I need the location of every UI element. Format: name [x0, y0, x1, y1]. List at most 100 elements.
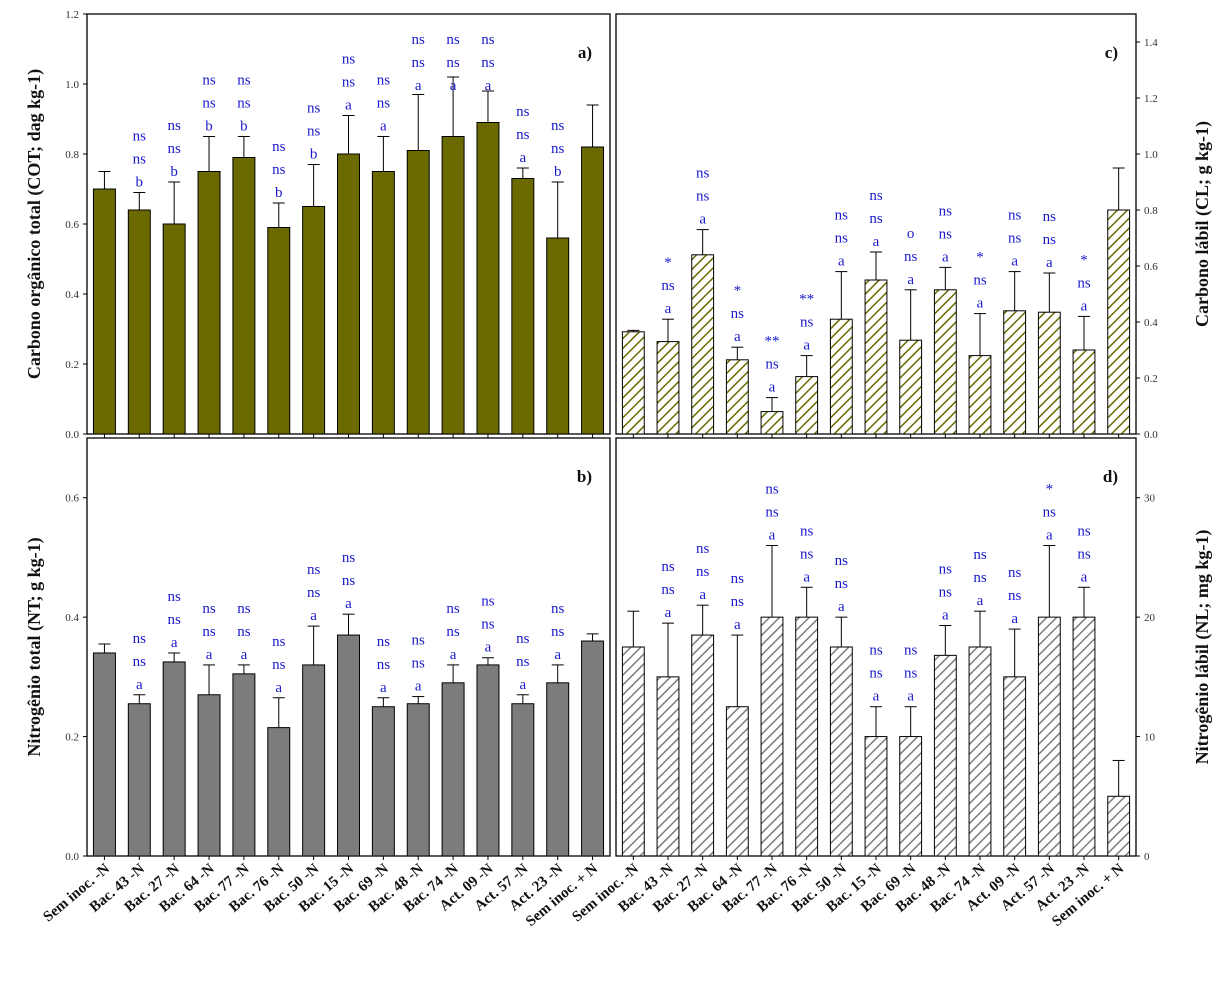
- bar: [621, 646, 645, 857]
- significance-label: a: [136, 677, 143, 693]
- bar: [546, 237, 570, 435]
- y-tick-label: 0.8: [65, 149, 79, 161]
- significance-label: a: [665, 301, 672, 317]
- significance-label: ns: [133, 631, 147, 647]
- bar: [546, 682, 570, 857]
- significance-label: ns: [237, 73, 251, 89]
- significance-label: ns: [765, 481, 779, 497]
- significance-label: ns: [516, 631, 530, 647]
- y-tick-label: 0.2: [65, 732, 79, 744]
- y-tick-label: 0.4: [65, 612, 79, 624]
- bar: [1107, 209, 1131, 435]
- significance-label: ns: [696, 564, 710, 580]
- significance-label: ns: [731, 306, 745, 322]
- significance-label: ns: [904, 249, 918, 265]
- significance-label: ns: [1008, 588, 1022, 604]
- y-tick-label: 1.2: [1144, 93, 1158, 105]
- significance-label: ns: [869, 666, 883, 682]
- bar: [511, 178, 535, 435]
- significance-label: b: [240, 119, 248, 135]
- significance-label: ns: [481, 617, 495, 633]
- significance-label: *: [734, 283, 742, 299]
- bar: [795, 616, 819, 857]
- significance-label: *: [664, 255, 672, 271]
- significance-label: a: [699, 212, 706, 228]
- significance-label: a: [769, 380, 776, 396]
- significance-label: ns: [272, 162, 286, 178]
- bar: [476, 664, 500, 857]
- significance-label: ns: [167, 589, 181, 605]
- significance-label: a: [977, 593, 984, 609]
- significance-label: ns: [377, 73, 391, 89]
- bar: [441, 136, 465, 435]
- bar: [1107, 795, 1131, 857]
- significance-label: **: [799, 292, 814, 308]
- bar: [899, 736, 923, 857]
- y-axis-label: Carbono orgânico total (COT; dag kg-1): [24, 69, 45, 379]
- significance-label: a: [1011, 254, 1018, 270]
- y-tick-label: 0.6: [1144, 261, 1158, 273]
- panel-letter: b): [577, 467, 592, 486]
- significance-label: ns: [446, 32, 460, 48]
- significance-label: ns: [939, 585, 953, 601]
- significance-label: ns: [307, 101, 321, 117]
- significance-label: ns: [342, 550, 356, 566]
- significance-label: ns: [696, 541, 710, 557]
- significance-label: a: [803, 569, 810, 585]
- significance-label: ns: [377, 657, 391, 673]
- y-tick-label: 30: [1144, 493, 1156, 505]
- significance-label: ns: [481, 32, 495, 48]
- significance-label: a: [1011, 611, 1018, 627]
- significance-label: a: [485, 78, 492, 94]
- significance-label: ns: [237, 96, 251, 112]
- significance-label: ns: [551, 624, 565, 640]
- bar: [968, 355, 992, 435]
- significance-label: a: [873, 689, 880, 705]
- y-axis-label: Carbono lábil (CL; g kg-1): [1192, 121, 1213, 327]
- significance-label: a: [519, 150, 526, 166]
- significance-label: a: [907, 689, 914, 705]
- significance-label: ns: [412, 656, 426, 672]
- significance-label: ns: [272, 139, 286, 155]
- bar: [656, 341, 680, 435]
- significance-label: ns: [731, 571, 745, 587]
- significance-label: ns: [696, 166, 710, 182]
- significance-label: ns: [412, 55, 426, 71]
- significance-label: ns: [237, 624, 251, 640]
- bar: [127, 209, 151, 435]
- significance-label: ns: [939, 203, 953, 219]
- significance-label: ns: [272, 657, 286, 673]
- bar: [441, 682, 465, 857]
- significance-label: ns: [412, 32, 426, 48]
- significance-label: ns: [800, 523, 814, 539]
- y-axis-label: Nitrogênio lábil (NL; mg kg-1): [1192, 530, 1213, 765]
- significance-label: ns: [661, 278, 675, 294]
- significance-label: a: [450, 647, 457, 663]
- significance-label: a: [1046, 255, 1053, 271]
- significance-label: a: [380, 119, 387, 135]
- significance-label: ns: [551, 118, 565, 134]
- bar: [829, 646, 853, 857]
- bar: [406, 150, 430, 435]
- panel-a: 0.0 0.2 0.4 0.6 0.8 1.0 1.2 Carbono orgânico to…: [24, 9, 611, 441]
- bar: [760, 616, 784, 857]
- significance-label: ns: [869, 211, 883, 227]
- significance-label: a: [734, 617, 741, 633]
- significance-label: ns: [1008, 208, 1022, 224]
- significance-label: b: [310, 147, 318, 163]
- y-tick-label: 0.6: [65, 219, 79, 231]
- significance-label: ns: [1043, 209, 1057, 225]
- significance-label: ns: [202, 624, 216, 640]
- significance-label: a: [380, 680, 387, 696]
- significance-label: a: [942, 608, 949, 624]
- significance-label: ns: [973, 273, 987, 289]
- significance-label: ns: [765, 357, 779, 373]
- bar: [1037, 616, 1061, 857]
- y-tick-label: 1.0: [65, 79, 79, 91]
- significance-label: ns: [133, 654, 147, 670]
- significance-label: ns: [973, 547, 987, 563]
- significance-label: b: [136, 175, 144, 191]
- significance-label: ns: [1043, 232, 1057, 248]
